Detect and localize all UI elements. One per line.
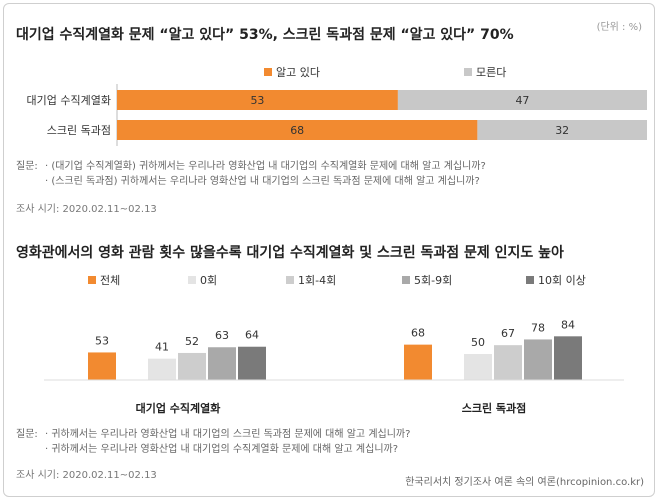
chart2-data-label: 68: [411, 327, 425, 340]
legend-item-0: 0회: [188, 272, 217, 288]
chart2-bar: [494, 345, 522, 380]
chart1-data-label: 32: [555, 124, 569, 137]
legend-label-10plus: 10회 이상: [538, 274, 586, 287]
legend-swatch-total: [88, 276, 96, 284]
chart2-bar: [88, 352, 116, 380]
legend-swatch-10plus: [526, 276, 534, 284]
legend-label-unknown: 모른다: [476, 66, 507, 79]
source-credit: 한국리서치 정기조사 여론 속의 여론(hrcopinion.co.kr): [405, 477, 644, 488]
chart1-bar-segment: [397, 90, 647, 110]
unit-label: (단위 : %): [596, 22, 642, 33]
legend-swatch-1-4: [286, 276, 294, 284]
chart2-bar: [404, 344, 432, 380]
legend-item-1-4: 1회-4회: [286, 272, 336, 288]
legend-item-total: 전체: [88, 272, 120, 288]
chart2-data-label: 64: [245, 329, 259, 342]
chart2-plot: 53 41 52 63 64 대기업 수직계열화 68 50 67 78 84 스크린 독과점: [44, 318, 624, 415]
chart2-data-label: 63: [215, 329, 229, 342]
chart1-title: 대기업 수직계열화 문제 “알고 있다” 53%, 스크린 독과점 문제 “알고…: [16, 27, 514, 43]
chart2-data-label: 53: [95, 334, 109, 347]
chart2-note-prefix: 질문:: [16, 429, 38, 440]
chart1-survey-period: 조사 시기: 2020.02.11~02.13: [16, 204, 157, 215]
legend-item-unknown: 모른다: [464, 64, 506, 80]
chart1-category-label: 스크린 독과점: [47, 124, 111, 137]
chart1-note-line-1: · (대기업 수직계열화) 귀하께서는 우리나라 영화산업 내 대기업의 수직계…: [44, 161, 486, 172]
chart1-bar-segment: [117, 90, 398, 110]
chart1-data-label: 47: [515, 94, 529, 107]
chart2-bar: [178, 352, 206, 380]
chart2-bar: [208, 347, 236, 380]
chart2-data-label: 52: [185, 335, 199, 348]
chart1-bar-segment: [477, 120, 647, 140]
chart2-bar: [554, 336, 582, 380]
legend-swatch-0: [188, 276, 196, 284]
chart2-category-label: 대기업 수직계열화: [136, 401, 221, 415]
chart2-data-label: 50: [471, 336, 485, 349]
chart-panel: 대기업 수직계열화 문제 “알고 있다” 53%, 스크린 독과점 문제 “알고…: [3, 3, 655, 497]
legend-label-total: 전체: [100, 274, 121, 287]
legend-label-1-4: 1회-4회: [298, 274, 337, 287]
chart1-plot: 대기업 수직계열화 53 47 스크린 독과점 68 32: [27, 84, 647, 146]
chart2-bar: [464, 354, 492, 380]
chart2-bar: [238, 346, 266, 380]
legend-item-known: 알고 있다: [264, 64, 320, 80]
chart1-category-label: 대기업 수직계열화: [27, 94, 111, 107]
chart1-question-note: 질문: · (대기업 수직계열화) 귀하께서는 우리나라 영화산업 내 대기업의…: [16, 159, 486, 189]
chart1-bar-segment: [117, 120, 478, 140]
chart2-data-label: 84: [561, 318, 575, 331]
chart2-data-label: 78: [531, 321, 545, 334]
chart2-bar: [524, 339, 552, 380]
chart2-data-label: 67: [501, 327, 515, 340]
chart1-note-line-2: · (스크린 독과점) 귀하께서는 우리나라 영화산업 내 대기업의 스크린 독…: [44, 176, 480, 187]
chart2-bar: [148, 358, 176, 380]
chart2-data-label: 41: [155, 341, 169, 354]
chart1-data-label: 53: [250, 94, 264, 107]
legend-item-5-9: 5회-9회: [402, 272, 452, 288]
legend-label-0: 0회: [200, 274, 218, 287]
chart2-title: 영화관에서의 영화 관람 횟수 많을수록 대기업 수직계열화 및 스크린 독과점…: [16, 245, 564, 261]
legend-item-10plus: 10회 이상: [526, 272, 586, 288]
legend-swatch-unknown: [464, 68, 472, 76]
chart1-note-prefix: 질문:: [16, 161, 38, 172]
chart2-note-line-2: · 귀하께서는 우리나라 영화산업 내 대기업의 수직계열화 문제에 대해 알고…: [44, 444, 399, 455]
legend-label-5-9: 5회-9회: [414, 274, 453, 287]
legend-swatch-5-9: [402, 276, 410, 284]
chart1-data-label: 68: [290, 124, 304, 137]
legend-swatch-known: [264, 68, 272, 76]
legend-label-known: 알고 있다: [276, 66, 320, 79]
chart2-category-label: 스크린 독과점: [462, 401, 527, 415]
chart2-note-line-1: · 귀하께서는 우리나라 영화산업 내 대기업의 스크린 독과점 문제에 대해 …: [44, 429, 411, 440]
chart2-question-note: 질문: · 귀하께서는 우리나라 영화산업 내 대기업의 스크린 독과점 문제에…: [16, 427, 410, 457]
chart2-survey-period: 조사 시기: 2020.02.11~02.13: [16, 470, 157, 481]
